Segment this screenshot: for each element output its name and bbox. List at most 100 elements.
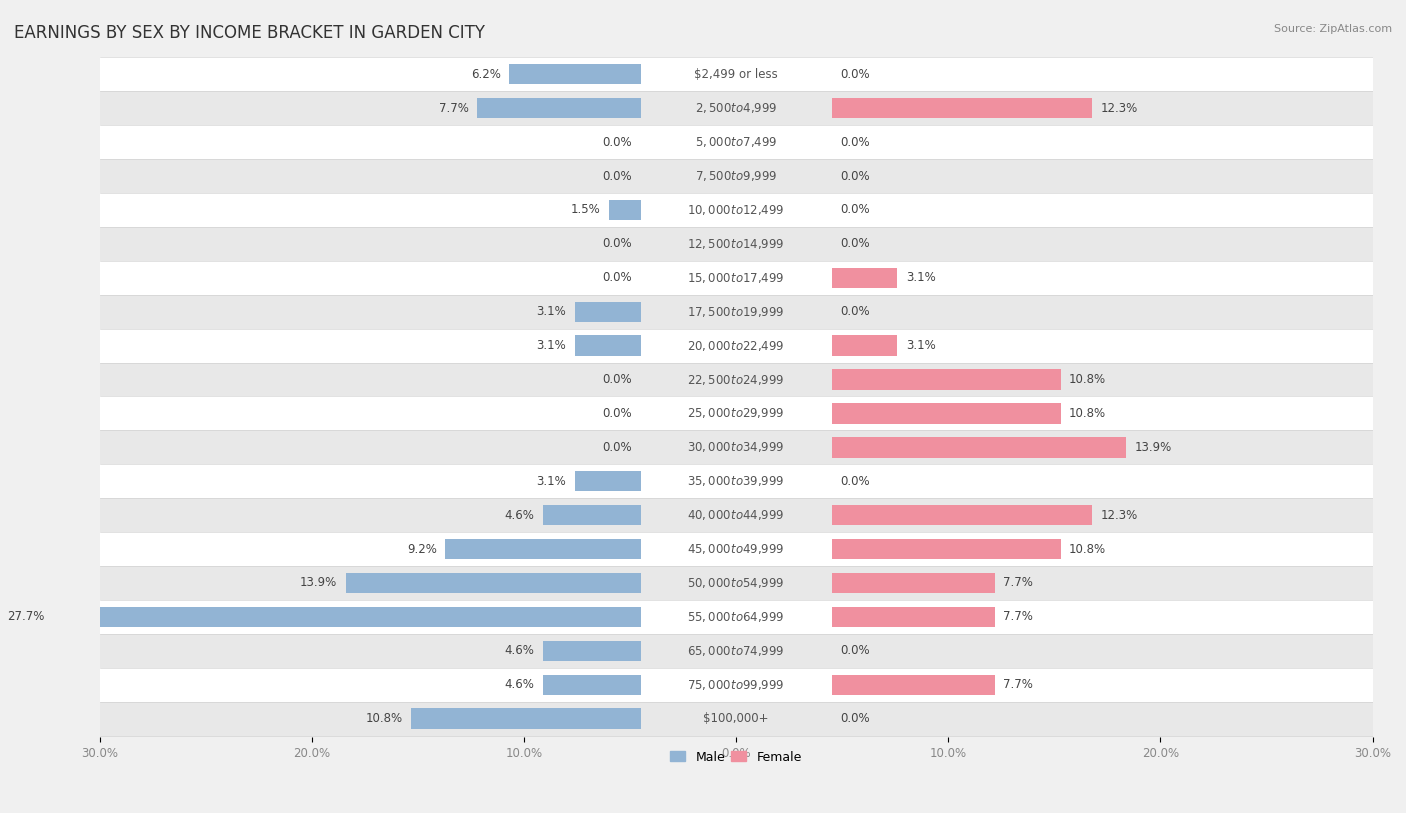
Bar <box>509 64 641 85</box>
Bar <box>446 539 641 559</box>
Text: $15,000 to $17,499: $15,000 to $17,499 <box>688 271 785 285</box>
Text: 3.1%: 3.1% <box>537 305 567 318</box>
Text: $100,000+: $100,000+ <box>703 712 769 725</box>
Text: 10.8%: 10.8% <box>366 712 404 725</box>
Text: 10.8%: 10.8% <box>1069 373 1107 386</box>
Text: 27.7%: 27.7% <box>7 611 45 624</box>
Bar <box>0 295 1406 328</box>
Bar <box>0 667 1406 702</box>
Text: $2,499 or less: $2,499 or less <box>695 67 778 80</box>
Text: EARNINGS BY SEX BY INCOME BRACKET IN GARDEN CITY: EARNINGS BY SEX BY INCOME BRACKET IN GAR… <box>14 24 485 42</box>
Text: $5,000 to $7,499: $5,000 to $7,499 <box>695 135 778 149</box>
Text: $75,000 to $99,999: $75,000 to $99,999 <box>688 678 785 692</box>
Bar <box>0 702 1406 736</box>
Bar <box>0 464 1406 498</box>
Bar <box>477 98 641 119</box>
Text: 7.7%: 7.7% <box>1004 611 1033 624</box>
Text: $30,000 to $34,999: $30,000 to $34,999 <box>688 441 785 454</box>
Text: 0.0%: 0.0% <box>602 237 633 250</box>
Text: 4.6%: 4.6% <box>505 678 534 691</box>
Text: 3.1%: 3.1% <box>537 475 567 488</box>
Text: 7.7%: 7.7% <box>1004 576 1033 589</box>
Text: $40,000 to $44,999: $40,000 to $44,999 <box>688 508 785 522</box>
Bar <box>0 328 1406 363</box>
Text: $65,000 to $74,999: $65,000 to $74,999 <box>688 644 785 658</box>
Bar <box>0 566 1406 600</box>
Bar <box>831 267 897 288</box>
Text: 0.0%: 0.0% <box>839 475 870 488</box>
Bar <box>0 430 1406 464</box>
Bar <box>575 471 641 491</box>
Text: 0.0%: 0.0% <box>839 203 870 216</box>
Text: 9.2%: 9.2% <box>408 542 437 555</box>
Bar <box>0 261 1406 295</box>
Text: 1.5%: 1.5% <box>571 203 600 216</box>
Text: $7,500 to $9,999: $7,500 to $9,999 <box>695 169 778 183</box>
Bar <box>831 369 1060 389</box>
Text: $35,000 to $39,999: $35,000 to $39,999 <box>688 474 785 489</box>
Text: 0.0%: 0.0% <box>839 237 870 250</box>
Text: 6.2%: 6.2% <box>471 67 501 80</box>
Text: 3.1%: 3.1% <box>537 339 567 352</box>
Bar <box>575 302 641 322</box>
Text: 0.0%: 0.0% <box>602 170 633 183</box>
Bar <box>543 505 641 525</box>
Text: 0.0%: 0.0% <box>602 373 633 386</box>
Bar <box>0 533 1406 566</box>
Bar <box>0 91 1406 125</box>
Bar <box>831 98 1092 119</box>
Bar <box>0 159 1406 193</box>
Bar <box>0 58 1406 91</box>
Text: 0.0%: 0.0% <box>602 441 633 454</box>
Text: $17,500 to $19,999: $17,500 to $19,999 <box>688 305 785 319</box>
Bar <box>575 336 641 356</box>
Text: 0.0%: 0.0% <box>839 645 870 658</box>
Bar <box>0 125 1406 159</box>
Bar <box>0 363 1406 397</box>
Text: 3.1%: 3.1% <box>905 339 935 352</box>
Bar <box>543 675 641 695</box>
Text: 10.8%: 10.8% <box>1069 542 1107 555</box>
Bar <box>831 403 1060 424</box>
Text: $20,000 to $22,499: $20,000 to $22,499 <box>688 338 785 353</box>
Bar <box>0 397 1406 430</box>
Text: $25,000 to $29,999: $25,000 to $29,999 <box>688 406 785 420</box>
Bar <box>346 573 641 593</box>
Text: $45,000 to $49,999: $45,000 to $49,999 <box>688 542 785 556</box>
Bar <box>831 606 995 627</box>
Text: 4.6%: 4.6% <box>505 645 534 658</box>
Bar <box>831 437 1126 458</box>
Text: $2,500 to $4,999: $2,500 to $4,999 <box>695 101 778 115</box>
Text: $50,000 to $54,999: $50,000 to $54,999 <box>688 576 785 590</box>
Bar <box>0 227 1406 261</box>
Text: $12,500 to $14,999: $12,500 to $14,999 <box>688 237 785 251</box>
Text: 0.0%: 0.0% <box>839 305 870 318</box>
Text: 13.9%: 13.9% <box>299 576 337 589</box>
Text: $22,500 to $24,999: $22,500 to $24,999 <box>688 372 785 386</box>
Text: 0.0%: 0.0% <box>602 407 633 420</box>
Text: 7.7%: 7.7% <box>439 102 468 115</box>
Text: 0.0%: 0.0% <box>839 712 870 725</box>
Bar <box>543 641 641 661</box>
Bar <box>0 600 1406 634</box>
Bar <box>831 336 897 356</box>
Text: 0.0%: 0.0% <box>602 136 633 149</box>
Text: 0.0%: 0.0% <box>839 136 870 149</box>
Text: 12.3%: 12.3% <box>1101 102 1139 115</box>
Text: 13.9%: 13.9% <box>1135 441 1173 454</box>
Text: 4.6%: 4.6% <box>505 509 534 522</box>
Bar <box>412 708 641 728</box>
Text: 0.0%: 0.0% <box>602 272 633 285</box>
Bar <box>831 539 1060 559</box>
Text: Source: ZipAtlas.com: Source: ZipAtlas.com <box>1274 24 1392 34</box>
Text: 12.3%: 12.3% <box>1101 509 1139 522</box>
Bar <box>831 573 995 593</box>
Text: 3.1%: 3.1% <box>905 272 935 285</box>
Text: $10,000 to $12,499: $10,000 to $12,499 <box>688 203 785 217</box>
Text: 0.0%: 0.0% <box>839 67 870 80</box>
Text: 10.8%: 10.8% <box>1069 407 1107 420</box>
Legend: Male, Female: Male, Female <box>665 746 807 768</box>
Bar <box>53 606 641 627</box>
Bar <box>831 675 995 695</box>
Bar <box>609 200 641 220</box>
